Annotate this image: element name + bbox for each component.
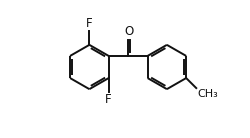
Text: CH₃: CH₃ <box>197 89 218 99</box>
Text: F: F <box>86 17 93 30</box>
Text: O: O <box>124 25 134 38</box>
Text: F: F <box>105 93 112 106</box>
